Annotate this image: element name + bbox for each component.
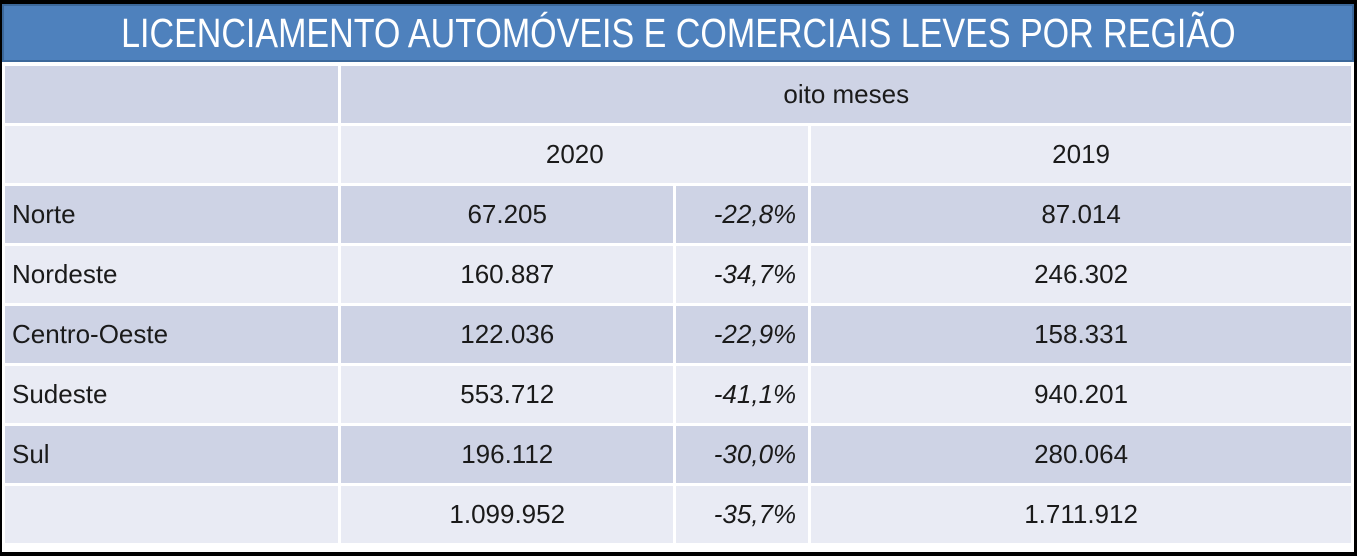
value-2020: 553.712 — [341, 366, 673, 423]
title-bar: LICENCIAMENTO AUTOMÓVEIS E COMERCIAIS LE… — [2, 4, 1354, 62]
region-label: Norte — [5, 186, 339, 243]
year-2020-header: 2020 — [341, 126, 809, 183]
value-2019: 940.201 — [811, 366, 1351, 423]
pct-change: -34,7% — [675, 246, 809, 303]
table-row-sudeste: Sudeste 553.712 -41,1% 940.201 — [5, 366, 1351, 423]
value-2019: 158.331 — [811, 306, 1351, 363]
region-label: Nordeste — [5, 246, 339, 303]
year-header-empty-cell — [5, 126, 339, 183]
pct-change: -41,1% — [675, 366, 809, 423]
value-2020: 196.112 — [341, 426, 673, 483]
year-header-row: 2020 2019 — [5, 126, 1351, 183]
total-row-empty-label — [5, 486, 339, 543]
value-2020: 122.036 — [341, 306, 673, 363]
pct-change: -22,9% — [675, 306, 809, 363]
value-2020: 160.887 — [341, 246, 673, 303]
period-header: oito meses — [341, 66, 1351, 123]
table-row-total: 1.099.952 -35,7% 1.711.912 — [5, 486, 1351, 543]
region-label: Centro-Oeste — [5, 306, 339, 363]
value-2019: 87.014 — [811, 186, 1351, 243]
year-2019-header: 2019 — [811, 126, 1351, 183]
pct-change: -30,0% — [675, 426, 809, 483]
total-value-2020: 1.099.952 — [341, 486, 673, 543]
region-label: Sudeste — [5, 366, 339, 423]
pct-change: -22,8% — [675, 186, 809, 243]
table-row-centro-oeste: Centro-Oeste 122.036 -22,9% 158.331 — [5, 306, 1351, 363]
period-header-row: oito meses — [5, 66, 1351, 123]
value-2020: 67.205 — [341, 186, 673, 243]
table-row-nordeste: Nordeste 160.887 -34,7% 246.302 — [5, 246, 1351, 303]
value-2019: 246.302 — [811, 246, 1351, 303]
table-row-norte: Norte 67.205 -22,8% 87.014 — [5, 186, 1351, 243]
licensing-table: oito meses 2020 2019 Norte 67.205 -22,8%… — [2, 63, 1354, 546]
region-label: Sul — [5, 426, 339, 483]
page-title: LICENCIAMENTO AUTOMÓVEIS E COMERCIAIS LE… — [120, 9, 1236, 56]
corner-empty-cell — [5, 66, 339, 123]
value-2019: 280.064 — [811, 426, 1351, 483]
table-row-sul: Sul 196.112 -30,0% 280.064 — [5, 426, 1351, 483]
total-pct-change: -35,7% — [675, 486, 809, 543]
total-value-2019: 1.711.912 — [811, 486, 1351, 543]
